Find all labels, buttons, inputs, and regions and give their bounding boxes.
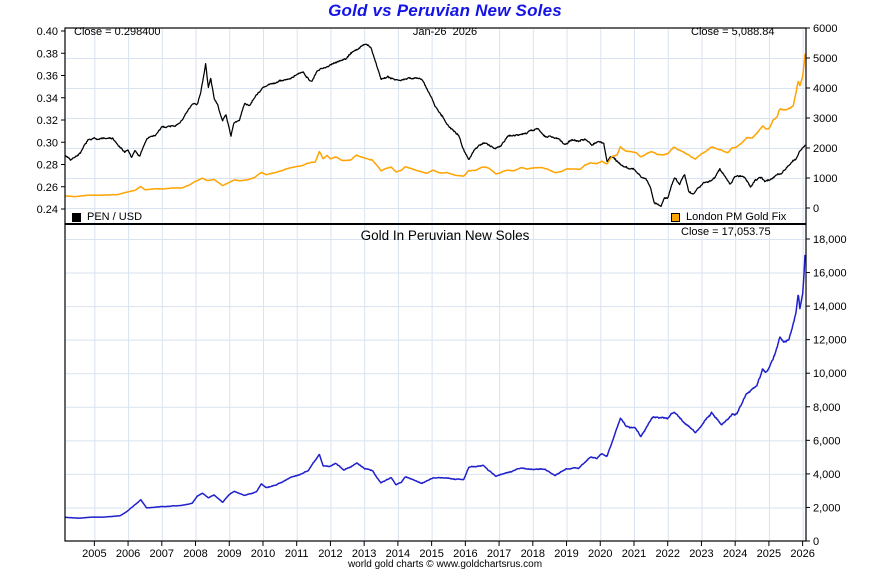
axis-tick-label: 2010 (251, 548, 275, 560)
axis-tick-label: 2006 (116, 548, 140, 560)
page-title: Gold vs Peruvian New Soles (328, 1, 562, 20)
axis-tick-label: 3000 (813, 113, 837, 125)
top-close-left-annotation: Close = 0.298400 (74, 26, 161, 38)
gridlines (66, 29, 805, 540)
bottom-panel-plot (65, 254, 806, 520)
axis-tick-label: 2007 (150, 548, 174, 560)
axis-tick-label: 2015 (419, 548, 443, 560)
legend-pen-usd: PEN / USD (72, 212, 142, 223)
gold-in-pen-line (65, 254, 806, 520)
axis-tick-label: 2018 (521, 548, 545, 560)
axis-tick-label: 10,000 (813, 368, 847, 380)
legend-pen-usd-label: PEN / USD (87, 211, 143, 223)
axis-tick-label: 2025 (757, 548, 781, 560)
top-date-annotation: Jan-26 2026 (412, 26, 478, 38)
pen-usd-swatch-icon (72, 213, 81, 222)
axis-tick-label: 2024 (723, 548, 747, 560)
axis-tick-label: 18,000 (813, 234, 847, 246)
axis-tick-label: 2021 (622, 548, 646, 560)
axis-tick-label: 0 (813, 536, 819, 548)
axis-tick-label: 0.30 (37, 137, 58, 149)
axis-tick-label: 0.40 (37, 26, 58, 38)
axis-tick-label: 4000 (813, 83, 837, 95)
axis-tick-label: 5000 (813, 53, 837, 65)
pen-usd-line (65, 43, 806, 207)
axis-tick-label: 2008 (183, 548, 207, 560)
axis-tick-label: 0.38 (37, 48, 58, 60)
axis-tick-label: 6000 (813, 23, 837, 35)
top-close-right-annotation: Close = 5,088.84 (691, 26, 775, 38)
axis-tick-label: 14,000 (813, 301, 847, 313)
bottom-panel-title: Gold In Peruvian New Soles (360, 228, 530, 243)
axis-tick-label: 2,000 (813, 502, 841, 514)
axis-tick-label: 6,000 (813, 435, 841, 447)
gold-fix-line (65, 53, 806, 198)
axis-tick-label: 16,000 (813, 268, 847, 280)
axis-tick-label: 2022 (655, 548, 679, 560)
axis-tick-label: 2005 (82, 548, 106, 560)
axis-tick-label: 0.34 (37, 93, 58, 105)
bottom-close-annotation: Close = 17,053.75 (681, 226, 771, 238)
tick-marks (61, 27, 810, 546)
axis-tick-label: 1000 (813, 173, 837, 185)
axis-tick-label: 0.28 (37, 160, 58, 172)
axis-tick-label: 2013 (352, 548, 376, 560)
axis-tick-label: 0.26 (37, 182, 58, 194)
axis-tick-label: 2011 (285, 548, 309, 560)
axis-tick-label: 2023 (689, 548, 713, 560)
axis-tick-label: 0 (813, 203, 819, 215)
legend-gold-fix-label: London PM Gold Fix (686, 211, 787, 223)
axis-tick-label: 2019 (554, 548, 578, 560)
footer-credit: world gold charts © www.goldchartsrus.co… (347, 559, 543, 570)
axis-tick-label: 2020 (588, 548, 612, 560)
axis-tick-label: 2012 (318, 548, 342, 560)
axis-tick-label: 0.36 (37, 71, 58, 83)
gold-fix-swatch-icon (671, 213, 680, 222)
tick-labels: 0.40 0.38 0.36 0.34 0.32 0.30 0.28 0.26 0.24 6000… (37, 23, 847, 560)
axis-tick-label: 2026 (790, 548, 814, 560)
axis-tick-label: 2017 (487, 548, 511, 560)
axis-tick-label: 2014 (386, 548, 410, 560)
axis-tick-label: 8,000 (813, 402, 841, 414)
axis-tick-label: 4,000 (813, 469, 841, 481)
axis-tick-label: 2009 (217, 548, 241, 560)
axes (64, 27, 807, 542)
top-panel-plot (65, 43, 806, 207)
axis-tick-label: 2016 (453, 548, 477, 560)
axis-tick-label: 12,000 (813, 335, 847, 347)
legend-gold-fix: London PM Gold Fix (671, 212, 786, 223)
axis-tick-label: 0.32 (37, 115, 58, 127)
axis-tick-label: 0.24 (37, 204, 58, 216)
axis-tick-label: 2000 (813, 143, 837, 155)
